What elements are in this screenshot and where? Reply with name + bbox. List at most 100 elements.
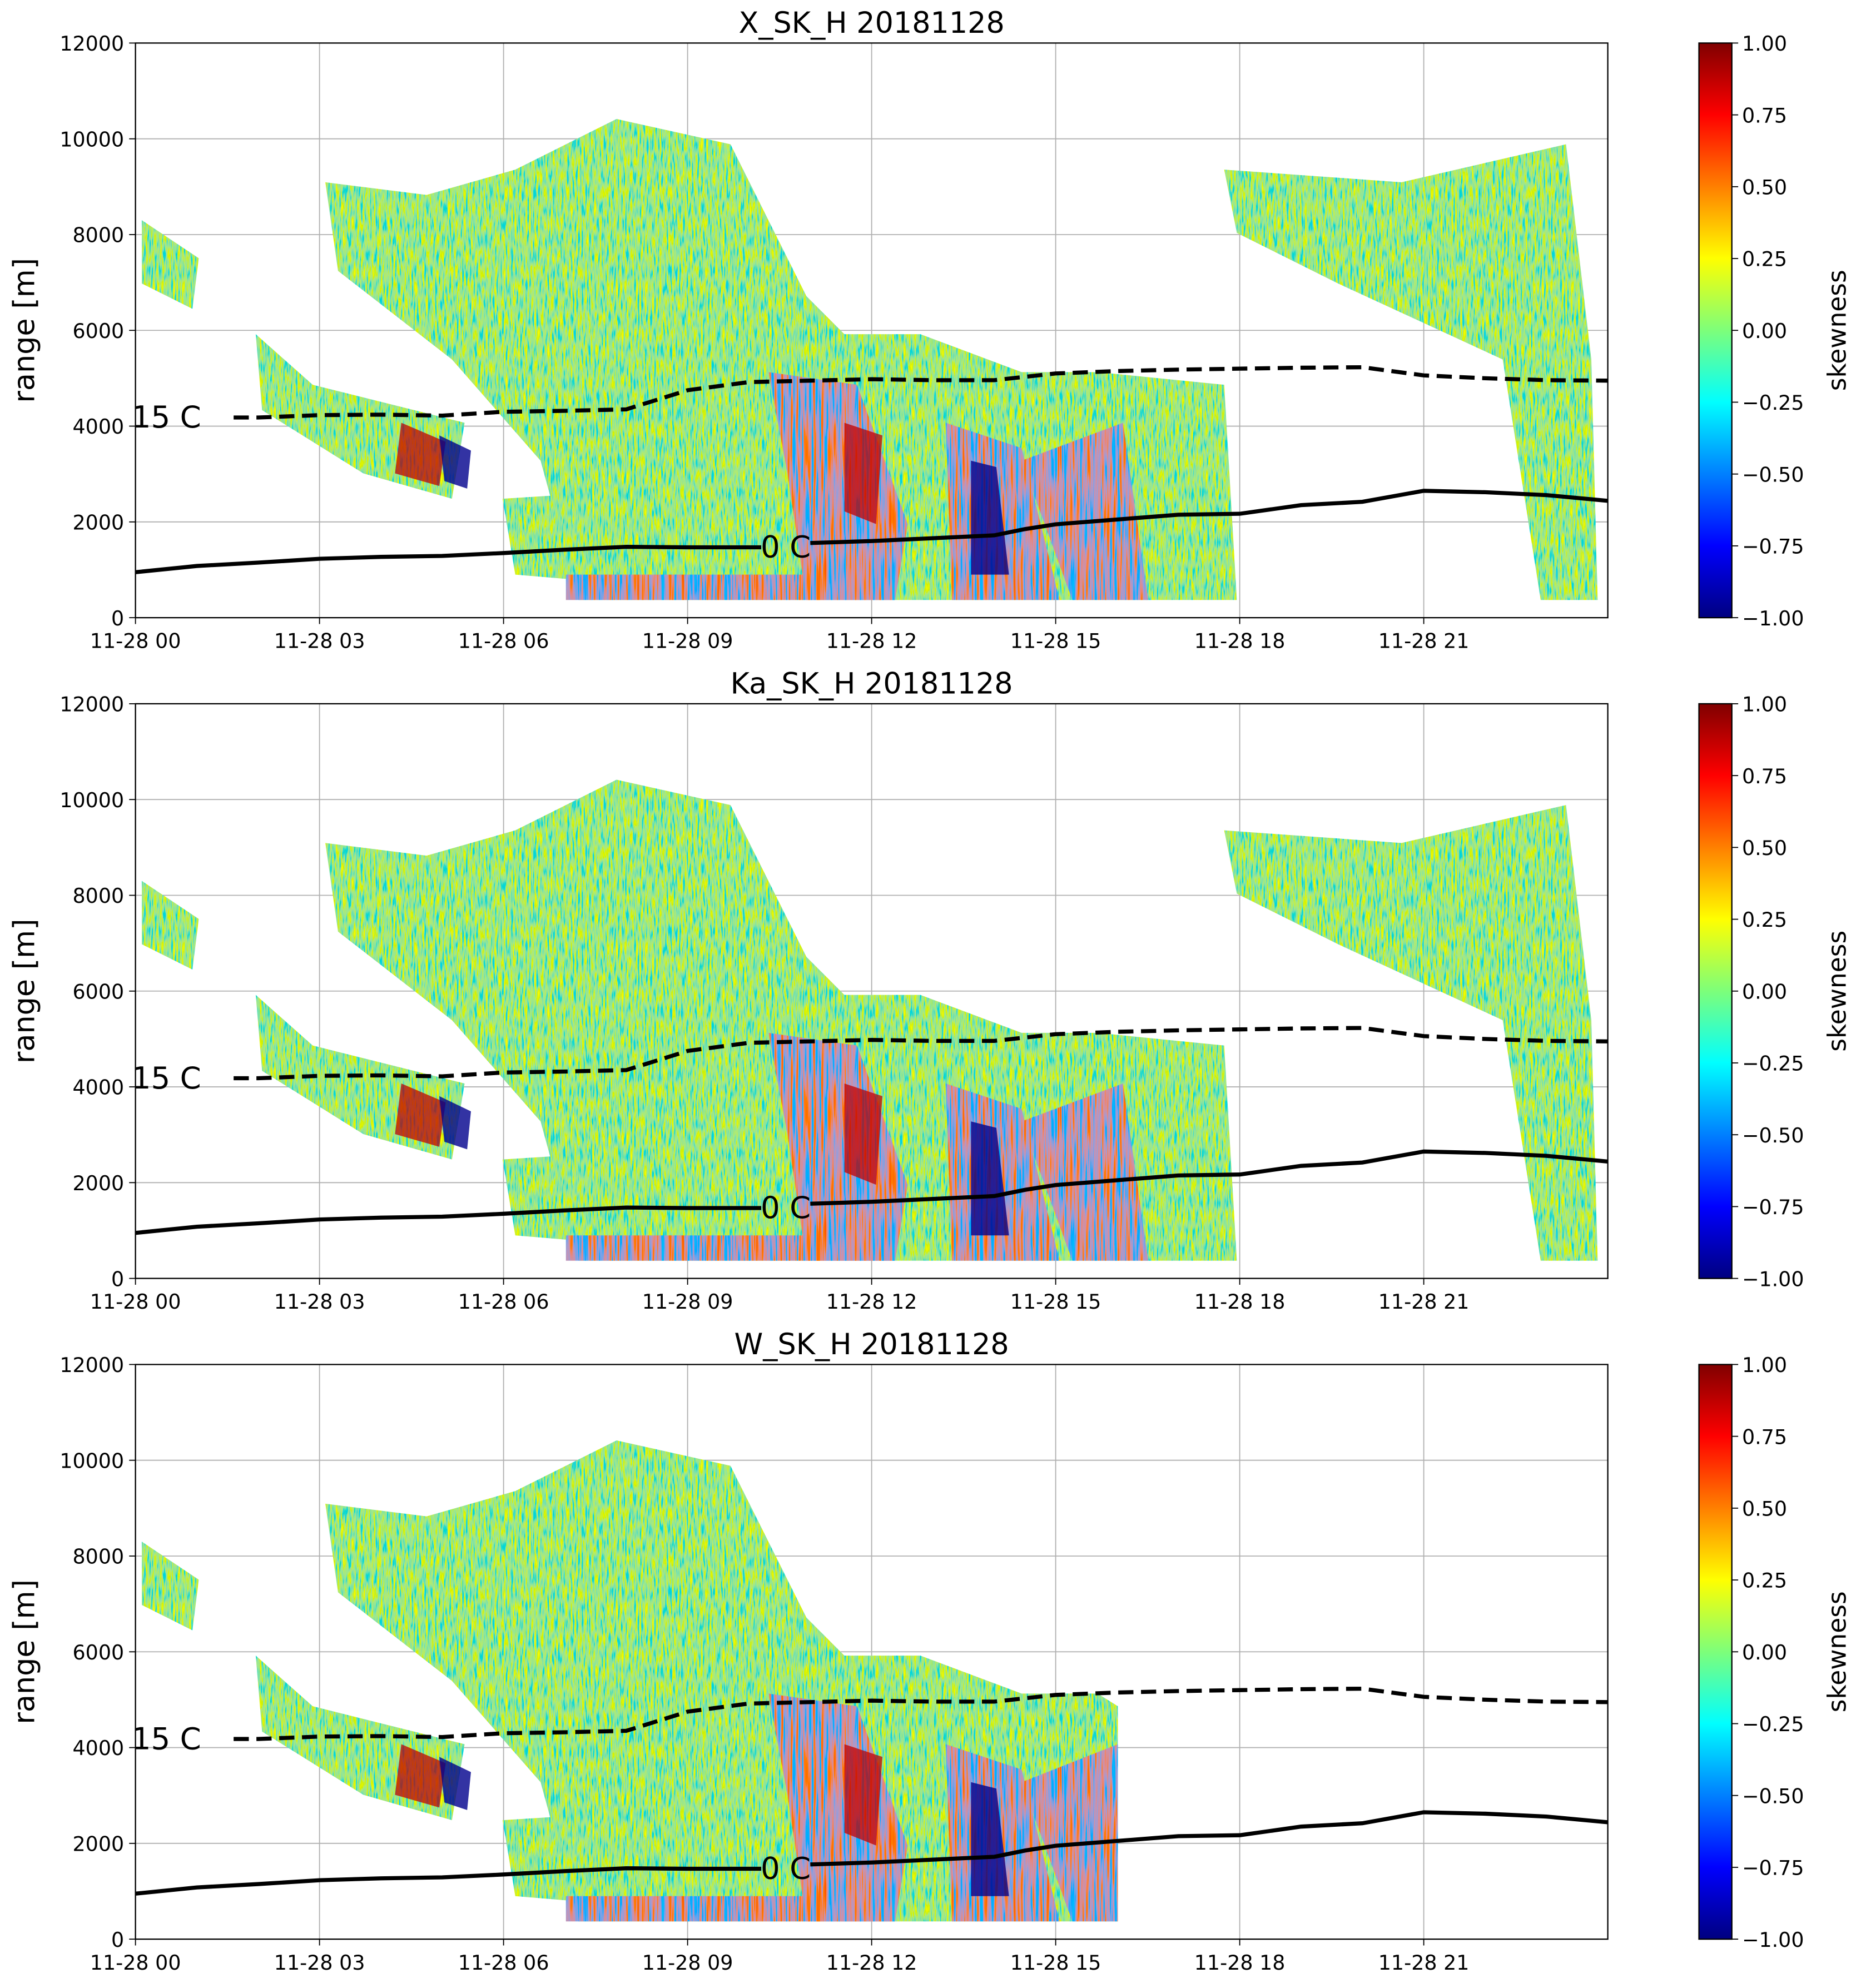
x-tick-label: 11-28 03 (274, 1290, 365, 1314)
y-tick-label: 6000 (72, 319, 124, 343)
isotherm-line (234, 1686, 1608, 1741)
isotherm-label: 15 C (132, 399, 201, 435)
cloud-core (395, 423, 446, 486)
colorbar-tick-label: −0.25 (1742, 391, 1804, 415)
colorbar-tick-label: −0.50 (1742, 1784, 1804, 1808)
colorbar-label: skewness (1823, 931, 1852, 1052)
cloud-core (439, 435, 472, 489)
x-tick-label: 11-28 09 (642, 1290, 733, 1314)
y-tick-label: 10000 (59, 788, 124, 812)
y-tick-label: 12000 (59, 32, 124, 56)
colorbar-tick-label: −0.50 (1742, 1124, 1804, 1147)
y-tick-label: 12000 (59, 1353, 124, 1377)
x-tick-label: 11-28 21 (1378, 1290, 1470, 1314)
colorbar-label: skewness (1823, 270, 1852, 391)
x-tick-label: 11-28 18 (1194, 1951, 1286, 1975)
y-tick-label: 12000 (59, 693, 124, 717)
isotherm-label: 0 C (761, 529, 811, 565)
cloud (325, 1440, 1118, 1922)
x-tick-label: 11-28 15 (1010, 629, 1101, 653)
x-tick-label: 11-28 12 (826, 1951, 917, 1975)
isotherm-label: 15 C (132, 1721, 201, 1756)
colorbar-tick-label: 0.75 (1742, 764, 1787, 788)
chart-title: W_SK_H 20181128 (735, 1328, 1009, 1361)
x-tick-label: 11-28 06 (458, 629, 549, 653)
cloud-core (565, 1896, 895, 1922)
y-tick-label: 2000 (72, 1832, 124, 1856)
cloud-core (1021, 1083, 1149, 1261)
cloud (142, 220, 199, 309)
cloud (502, 1807, 845, 1922)
y-tick-label: 10000 (59, 127, 124, 151)
plot-frame (135, 703, 1609, 1279)
x-tick-label: 11-28 06 (458, 1290, 549, 1314)
panel: 11-28 00 11-28 03 11-28 06 11-28 09 11-28 12… (7, 6, 1852, 653)
x-tick-label: 11-28 09 (642, 629, 733, 653)
x-tick-label: 11-28 12 (826, 1290, 917, 1314)
cloud-core (439, 1096, 472, 1150)
colorbar-tick-label: 0.25 (1742, 1569, 1787, 1593)
isotherm-line (234, 1026, 1608, 1081)
y-tick-label: 6000 (72, 1641, 124, 1664)
cloud-core (565, 1235, 895, 1261)
y-tick-label: 6000 (72, 980, 124, 1003)
colorbar-tick-label: 0.25 (1742, 908, 1787, 932)
y-axis-label: range [m] (7, 1579, 41, 1724)
y-tick-label: 0 (111, 1928, 124, 1952)
x-tick-label: 11-28 03 (274, 1951, 365, 1975)
y-axis-label: range [m] (7, 918, 41, 1063)
x-tick-label: 11-28 21 (1378, 1951, 1470, 1975)
x-tick-label: 11-28 00 (90, 629, 181, 653)
panel: 11-28 00 11-28 03 11-28 06 11-28 09 11-28 12… (7, 1328, 1852, 1975)
y-tick-label: 10000 (59, 1449, 124, 1473)
isotherm-label: 15 C (132, 1060, 201, 1096)
y-tick-label: 8000 (72, 884, 124, 908)
colorbar-tick-label: 0.50 (1742, 175, 1787, 199)
chart-title: Ka_SK_H 20181128 (731, 667, 1013, 701)
x-tick-label: 11-28 00 (90, 1951, 181, 1975)
isotherm-line (135, 1149, 1608, 1235)
cloud-core (1021, 1744, 1118, 1922)
x-tick-label: 11-28 03 (274, 629, 365, 653)
y-tick-label: 4000 (72, 1076, 124, 1100)
cloud (502, 486, 845, 600)
x-tick-label: 11-28 21 (1378, 629, 1470, 653)
plot-frame (135, 1364, 1609, 1940)
radar-field (142, 1440, 1118, 1922)
chart-title: X_SK_H 20181128 (738, 6, 1004, 40)
colorbar (1698, 1364, 1733, 1940)
cloud-core (844, 423, 882, 524)
cloud-core (395, 1744, 446, 1808)
y-tick-label: 0 (111, 1267, 124, 1291)
x-tick-label: 11-28 00 (90, 1290, 181, 1314)
x-tick-label: 11-28 18 (1194, 629, 1286, 653)
colorbar-tick-label: 0.00 (1742, 980, 1787, 1003)
colorbar-tick-label: 1.00 (1742, 693, 1787, 717)
x-tick-label: 11-28 06 (458, 1951, 549, 1975)
x-tick-label: 11-28 12 (826, 629, 917, 653)
x-tick-label: 11-28 15 (1010, 1951, 1101, 1975)
isotherm-label: 0 C (761, 1190, 811, 1225)
cloud (502, 1146, 845, 1261)
y-tick-label: 4000 (72, 415, 124, 439)
panel: 11-28 00 11-28 03 11-28 06 11-28 09 11-28 12… (7, 667, 1852, 1314)
isotherm-line (234, 365, 1608, 420)
colorbar-tick-label: −0.75 (1742, 535, 1804, 559)
colorbar-tick-label: 0.50 (1742, 836, 1787, 860)
colorbar-tick-label: −1.00 (1742, 1267, 1804, 1291)
cloud (1224, 144, 1598, 600)
isotherm-label: 0 C (761, 1851, 811, 1886)
cloud (1224, 805, 1598, 1261)
colorbar-tick-label: −1.00 (1742, 607, 1804, 630)
colorbar-tick-label: 1.00 (1742, 32, 1787, 56)
colorbar-tick-label: −0.25 (1742, 1052, 1804, 1076)
colorbar-tick-label: −0.50 (1742, 463, 1804, 486)
cloud-core (971, 1782, 1009, 1896)
colorbar (1698, 42, 1733, 619)
cloud-core (971, 460, 1009, 575)
isotherm-line (135, 489, 1608, 574)
radar-field (142, 119, 1598, 600)
y-tick-label: 8000 (72, 1545, 124, 1569)
x-tick-label: 11-28 18 (1194, 1290, 1286, 1314)
